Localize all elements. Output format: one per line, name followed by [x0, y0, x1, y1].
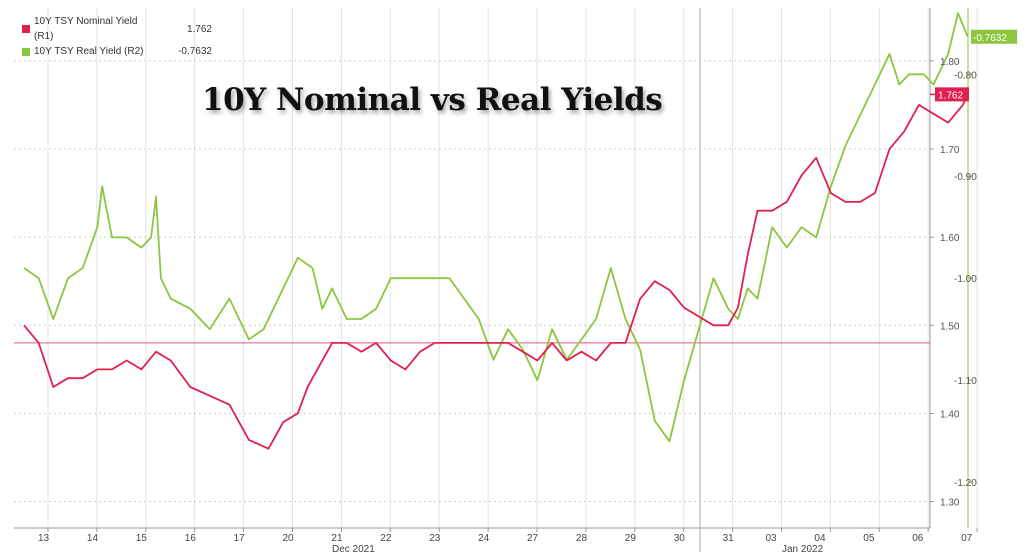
legend-swatch-real [22, 47, 30, 56]
legend-swatch-nominal [22, 25, 30, 33]
x-tick-label: 30 [674, 533, 686, 544]
nominal-value-tag [935, 87, 969, 102]
x-tick-label: 22 [380, 533, 392, 544]
r1-tick-label: 1.40 [940, 409, 960, 420]
x-tick-label: 05 [863, 533, 875, 544]
legend-item-nominal[interactable]: 10Y TSY Nominal Yield (R1) 1.762 [22, 14, 212, 44]
nominal-value-tag-text: 1.762 [938, 90, 963, 101]
month-label-jan: Jan 2022 [782, 544, 824, 555]
r1-tick-label: 1.80 [940, 57, 960, 68]
real-value-tag-text: -0.7632 [973, 33, 1007, 44]
legend-item-real[interactable]: 10Y TSY Real Yield (R2) -0.7632 [22, 44, 212, 59]
r1-tick-label: 1.60 [940, 233, 960, 244]
real-value-tag [971, 29, 1017, 44]
x-tick-label: 27 [527, 533, 539, 544]
chart-title: 10Y Nominal vs Real Yields [202, 82, 663, 118]
r2-tick-label: -1.10 [954, 376, 977, 387]
x-tick-label: 20 [283, 533, 295, 544]
x-tick-label: 23 [429, 533, 441, 544]
legend-value-real: -0.7632 [178, 46, 212, 57]
series-line-nominal [23, 94, 969, 450]
axes: 1.80 1.70 1.60 1.50 1.40 1.30 -0.80 -0.90 -1.00 -… [38, 57, 978, 555]
grid-lines [14, 8, 978, 552]
last-value-tags: 1.762 -0.7632 [935, 29, 1017, 102]
x-tick-label: 14 [87, 533, 99, 544]
legend-label-real: 10Y TSY Real Yield (R2) [34, 46, 144, 57]
x-tick-label: 04 [814, 533, 826, 544]
month-label-dec: Dec 2021 [332, 544, 375, 555]
r1-tick-label: 1.50 [940, 321, 960, 332]
x-tick-label: 06 [912, 533, 924, 544]
r2-tick-label: -0.80 [954, 70, 977, 81]
x-tick-label: 03 [766, 533, 778, 544]
x-tick-label: 31 [723, 533, 735, 544]
r2-tick-label: -1.20 [954, 478, 977, 489]
x-tick-label: 28 [576, 533, 588, 544]
series-layer [23, 12, 969, 450]
x-tick-label: 29 [625, 533, 637, 544]
x-tick-label: 13 [38, 533, 50, 544]
x-tick-label: 24 [478, 533, 490, 544]
series-line-real [23, 12, 969, 443]
x-tick-label: 16 [185, 533, 197, 544]
x-tick-label: 21 [331, 533, 343, 544]
r2-tick-label: -1.00 [954, 274, 977, 285]
x-tick-label: 17 [234, 533, 246, 544]
legend-value-nominal: 1.762 [186, 23, 212, 35]
x-tick-label: 07 [961, 533, 973, 544]
r1-tick-label: 1.30 [940, 498, 960, 509]
r1-tick-label: 1.70 [940, 145, 960, 156]
x-tick-label: 15 [136, 533, 148, 544]
r2-tick-label: -0.90 [954, 172, 977, 183]
legend: 10Y TSY Nominal Yield (R1) 1.762 10Y TSY… [22, 14, 212, 59]
legend-label-nominal: 10Y TSY Nominal Yield (R1) [34, 16, 138, 42]
